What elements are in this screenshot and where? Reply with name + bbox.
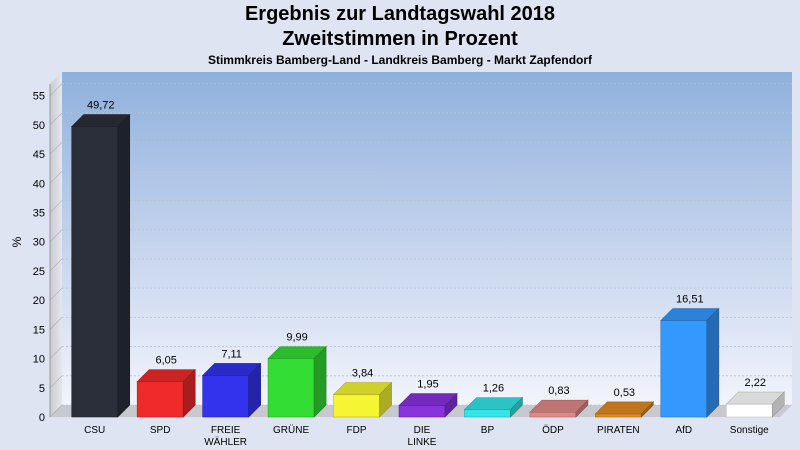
bar-front xyxy=(529,411,577,418)
bar-8 xyxy=(529,399,589,418)
x-tick-label: BP xyxy=(481,425,495,436)
y-tick-label: 0 xyxy=(39,412,45,424)
gridline-wall xyxy=(49,346,63,359)
gridline-wall xyxy=(49,317,63,330)
gridline-wall xyxy=(49,287,63,301)
y-axis-label: % xyxy=(10,236,24,247)
x-tick-label: AfD xyxy=(675,425,692,436)
plot-left-wall xyxy=(50,72,62,417)
x-tick-label: FREIE WÄHLER xyxy=(204,425,247,448)
gridline-wall xyxy=(49,375,63,389)
bar-10 xyxy=(660,307,720,418)
y-tick-label: 55 xyxy=(33,91,45,103)
bar-4 xyxy=(267,345,327,418)
y-tick-label: 30 xyxy=(33,237,45,249)
y-tick-label: 10 xyxy=(33,354,45,366)
y-tick-label: 35 xyxy=(33,208,45,220)
y-tick-label: 50 xyxy=(33,120,45,132)
chart-region-label: Stimmkreis Bamberg-Land - Landkreis Bamb… xyxy=(207,53,593,67)
bar-front xyxy=(202,375,249,418)
bar-3 xyxy=(201,362,262,418)
bar-5 xyxy=(332,381,393,418)
bar-side xyxy=(313,345,327,418)
bar-front xyxy=(333,394,380,418)
bar-side xyxy=(248,362,261,418)
bar-front xyxy=(398,405,446,418)
y-tick-label: 25 xyxy=(33,266,45,278)
bar-value-label: 7,11 xyxy=(221,348,242,360)
bar-front xyxy=(464,409,511,418)
gridline-wall xyxy=(49,404,63,418)
bar-side xyxy=(706,307,720,418)
gridline-wall xyxy=(49,141,63,155)
gridline-wall xyxy=(49,83,63,96)
y-tick-label: 5 xyxy=(39,383,45,395)
x-tick-label: CSU xyxy=(84,425,105,436)
bar-front xyxy=(136,381,184,418)
bar-value-label: 3,84 xyxy=(352,368,373,380)
y-tick-label: 15 xyxy=(33,324,45,336)
x-tick-label: SPD xyxy=(150,425,171,436)
x-tick-label: GRÜNE xyxy=(273,424,309,436)
bar-side xyxy=(641,401,654,418)
bar-front xyxy=(660,320,708,418)
bar-11 xyxy=(725,391,785,418)
bar-value-label: 2,22 xyxy=(745,377,766,389)
x-tick-label: DIE LINKE xyxy=(408,425,437,448)
bar-side xyxy=(379,381,392,418)
x-tick-label: ÖDP xyxy=(542,424,564,436)
gridline-wall xyxy=(49,229,63,242)
bar-1 xyxy=(71,113,131,418)
y-tick-label: 40 xyxy=(33,178,45,190)
bar-side xyxy=(444,392,458,418)
gridline-wall xyxy=(49,200,63,213)
bar-value-label: 1,26 xyxy=(483,383,504,395)
bar-front xyxy=(267,358,315,418)
bar-value-label: 9,99 xyxy=(286,332,307,344)
bar-9 xyxy=(594,401,655,418)
bar-front xyxy=(725,403,773,418)
bar-value-label: 1,95 xyxy=(417,379,438,391)
gridline-wall xyxy=(49,112,63,126)
bar-front xyxy=(71,126,119,418)
bar-6 xyxy=(398,392,458,418)
gridline-wall xyxy=(49,258,63,272)
x-tick-label: FDP xyxy=(347,425,367,436)
chart-subtitle: Zweitstimmen in Prozent xyxy=(282,28,518,50)
bar-side xyxy=(575,399,589,418)
bar-side xyxy=(117,113,131,418)
y-tick-label: 20 xyxy=(33,295,45,307)
bar-2 xyxy=(136,368,196,418)
bar-value-label: 49,72 xyxy=(87,100,115,112)
bar-value-label: 6,05 xyxy=(155,355,176,367)
bar-value-label: 0,83 xyxy=(548,385,569,397)
gridline-wall xyxy=(49,171,63,184)
x-tick-label: Sonstige xyxy=(730,425,769,436)
bar-7 xyxy=(463,396,524,418)
bar-side xyxy=(182,368,196,418)
bar-front xyxy=(595,413,642,418)
bar-side xyxy=(510,396,523,418)
y-tick-label: 45 xyxy=(33,149,45,161)
bar-side xyxy=(771,391,785,418)
bar-value-label: 0,53 xyxy=(614,387,635,399)
bar-value-label: 16,51 xyxy=(676,294,704,306)
chart-title: Ergebnis zur Landtagswahl 2018 xyxy=(244,3,556,25)
x-tick-label: PIRATEN xyxy=(597,425,640,436)
